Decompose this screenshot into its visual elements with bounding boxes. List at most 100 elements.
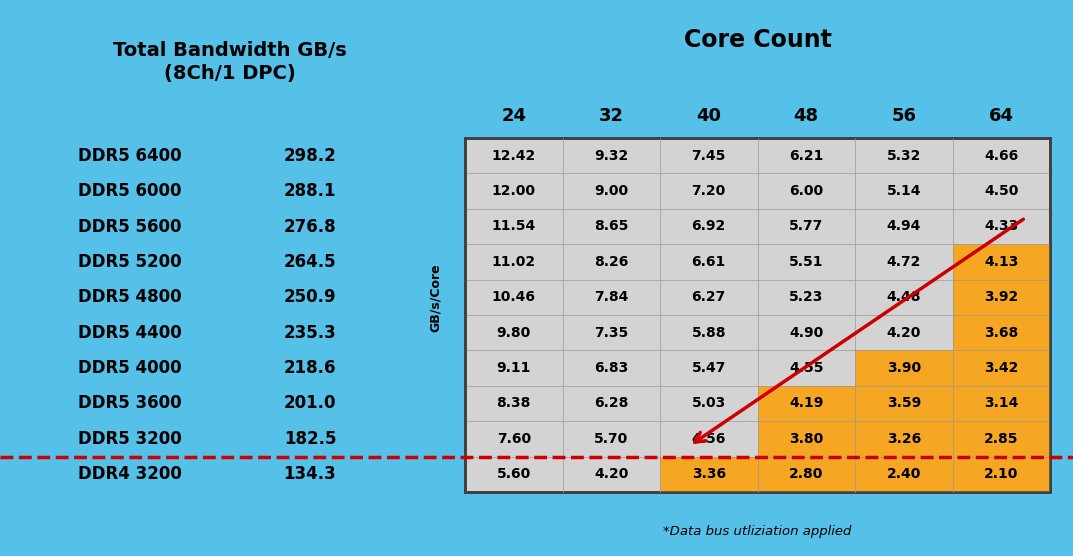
Text: 7.35: 7.35	[594, 326, 629, 340]
Text: 11.02: 11.02	[491, 255, 535, 269]
Bar	[465, 138, 1050, 492]
Text: 5.23: 5.23	[789, 290, 823, 304]
Bar	[855, 386, 953, 421]
Text: 8.65: 8.65	[594, 220, 629, 234]
Text: 3.14: 3.14	[984, 396, 1018, 410]
Bar	[855, 421, 953, 456]
Text: 218.6: 218.6	[283, 359, 336, 377]
Text: 5.77: 5.77	[789, 220, 823, 234]
Text: 4.72: 4.72	[886, 255, 921, 269]
Text: 8.38: 8.38	[497, 396, 531, 410]
Text: 182.5: 182.5	[283, 430, 336, 448]
Text: 9.32: 9.32	[594, 148, 629, 163]
Text: 7.45: 7.45	[692, 148, 726, 163]
Bar	[660, 456, 758, 492]
Bar	[953, 421, 1050, 456]
Text: 4.90: 4.90	[789, 326, 823, 340]
Bar	[953, 280, 1050, 315]
Text: 9.00: 9.00	[594, 184, 629, 198]
Text: 4.33: 4.33	[984, 220, 1018, 234]
Text: 201.0: 201.0	[283, 395, 336, 413]
Text: 56: 56	[892, 107, 916, 125]
Bar	[758, 456, 855, 492]
Text: 4.20: 4.20	[594, 467, 629, 481]
Text: 6.27: 6.27	[692, 290, 725, 304]
Text: 2.10: 2.10	[984, 467, 1018, 481]
Bar	[758, 421, 855, 456]
Text: 64: 64	[988, 107, 1014, 125]
Bar	[953, 244, 1050, 280]
Text: DDR5 3600: DDR5 3600	[78, 395, 181, 413]
Text: 3.42: 3.42	[984, 361, 1018, 375]
Text: 3.59: 3.59	[886, 396, 921, 410]
Text: 6.00: 6.00	[789, 184, 823, 198]
Text: 264.5: 264.5	[283, 253, 336, 271]
Bar	[855, 456, 953, 492]
Text: 7.20: 7.20	[692, 184, 725, 198]
Bar	[953, 456, 1050, 492]
Text: 7.60: 7.60	[497, 432, 531, 446]
Text: 250.9: 250.9	[283, 289, 336, 306]
Text: 235.3: 235.3	[283, 324, 336, 342]
Text: 4.50: 4.50	[984, 184, 1018, 198]
Text: 9.11: 9.11	[497, 361, 531, 375]
Text: 3.80: 3.80	[789, 432, 823, 446]
Text: 4.66: 4.66	[984, 148, 1018, 163]
Text: *Data bus utliziation applied: *Data bus utliziation applied	[663, 525, 852, 539]
Text: 298.2: 298.2	[283, 147, 336, 165]
Text: 134.3: 134.3	[283, 465, 336, 483]
Text: 4.20: 4.20	[886, 326, 921, 340]
Text: 4.56: 4.56	[692, 432, 726, 446]
Text: 24: 24	[501, 107, 526, 125]
Text: 12.42: 12.42	[491, 148, 535, 163]
Text: 5.47: 5.47	[692, 361, 726, 375]
Text: 5.70: 5.70	[594, 432, 629, 446]
Text: 10.46: 10.46	[491, 290, 535, 304]
Text: 5.32: 5.32	[886, 148, 921, 163]
Text: 3.36: 3.36	[692, 467, 725, 481]
Bar	[953, 350, 1050, 386]
Text: DDR5 4400: DDR5 4400	[78, 324, 181, 342]
Text: DDR5 6000: DDR5 6000	[78, 182, 181, 200]
Bar	[855, 350, 953, 386]
Text: Core Count: Core Count	[684, 28, 832, 52]
Text: 3.26: 3.26	[886, 432, 921, 446]
Text: 4.19: 4.19	[789, 396, 823, 410]
Text: DDR4 3200: DDR4 3200	[78, 465, 182, 483]
Text: 3.68: 3.68	[984, 326, 1018, 340]
Text: 32: 32	[599, 107, 623, 125]
Text: 9.80: 9.80	[497, 326, 531, 340]
Text: 11.54: 11.54	[491, 220, 535, 234]
Text: DDR5 3200: DDR5 3200	[78, 430, 181, 448]
Text: 3.92: 3.92	[984, 290, 1018, 304]
Text: 6.28: 6.28	[594, 396, 629, 410]
Text: GB/s/Core: GB/s/Core	[428, 263, 441, 331]
Text: DDR5 4000: DDR5 4000	[78, 359, 181, 377]
Text: 4.48: 4.48	[886, 290, 921, 304]
Text: 2.40: 2.40	[886, 467, 921, 481]
Text: DDR5 5600: DDR5 5600	[78, 217, 181, 236]
Text: 5.14: 5.14	[886, 184, 921, 198]
Text: 48: 48	[794, 107, 819, 125]
Text: 288.1: 288.1	[283, 182, 336, 200]
Bar	[758, 386, 855, 421]
Text: 5.03: 5.03	[692, 396, 725, 410]
Bar	[953, 386, 1050, 421]
Text: 4.94: 4.94	[886, 220, 921, 234]
Text: 12.00: 12.00	[491, 184, 535, 198]
Text: 2.80: 2.80	[789, 467, 823, 481]
Text: 5.88: 5.88	[691, 326, 726, 340]
Text: 8.26: 8.26	[594, 255, 629, 269]
Text: 276.8: 276.8	[283, 217, 336, 236]
Text: 5.60: 5.60	[497, 467, 531, 481]
Text: 4.13: 4.13	[984, 255, 1018, 269]
Text: Total Bandwidth GB/s
(8Ch/1 DPC): Total Bandwidth GB/s (8Ch/1 DPC)	[113, 42, 347, 82]
Text: 6.92: 6.92	[692, 220, 725, 234]
Text: 4.55: 4.55	[789, 361, 823, 375]
Text: DDR5 4800: DDR5 4800	[78, 289, 181, 306]
Text: DDR5 6400: DDR5 6400	[78, 147, 181, 165]
Text: 7.84: 7.84	[594, 290, 629, 304]
Text: 2.85: 2.85	[984, 432, 1018, 446]
Bar	[953, 315, 1050, 350]
Text: 6.21: 6.21	[789, 148, 823, 163]
